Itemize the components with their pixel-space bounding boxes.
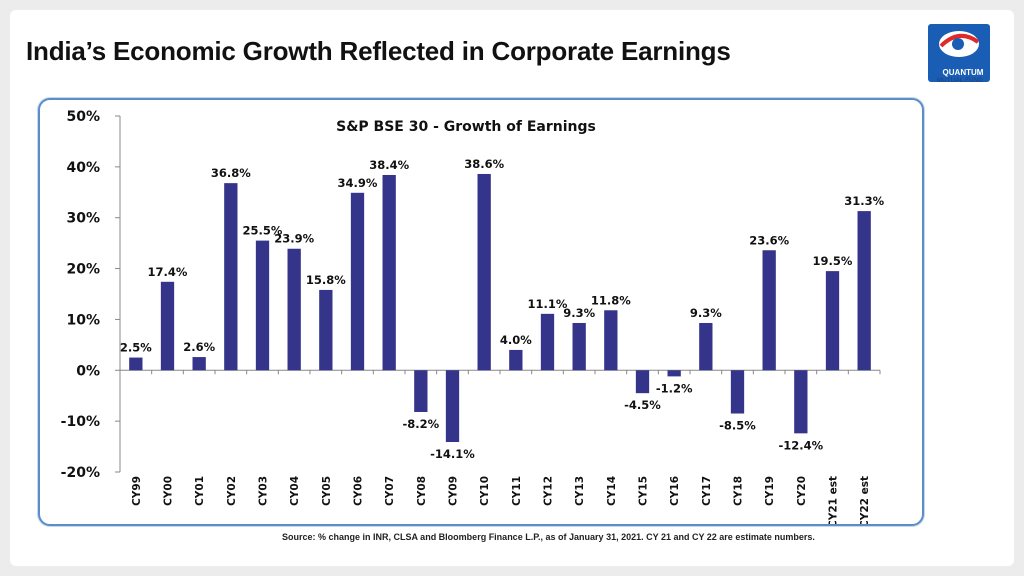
y-tick-label: -20%	[61, 465, 100, 481]
chart-frame: S&P BSE 30 - Growth of Earnings -20% -10%…	[38, 98, 924, 528]
x-tick-label: CY19	[764, 476, 776, 506]
data-label: 9.3%	[690, 306, 722, 320]
data-label: -8.2%	[402, 417, 439, 431]
data-label: 31.3%	[844, 194, 884, 208]
x-tick-label: CY16	[669, 476, 681, 506]
x-tick-label: CY12	[543, 476, 555, 506]
bar	[160, 281, 175, 371]
bar	[635, 370, 650, 394]
x-tick-label: CY07	[384, 476, 396, 506]
data-label: 4.0%	[500, 333, 532, 347]
bar	[857, 211, 871, 371]
logo-wordmark: QUANTUM	[942, 68, 984, 77]
x-tick-label: CY10	[479, 476, 491, 506]
x-tick-label: CY15	[638, 476, 650, 506]
bar	[667, 370, 681, 377]
x-tick-label: CY04	[289, 476, 301, 506]
data-label: 2.5%	[120, 341, 152, 355]
bar	[382, 174, 396, 371]
x-tick-label: CY00	[163, 476, 175, 506]
x-tick-label: CY18	[733, 476, 745, 506]
bar	[730, 370, 745, 414]
x-tick-label: CY13	[574, 476, 586, 506]
x-tick-label: CY17	[701, 476, 713, 506]
data-label: -8.5%	[719, 419, 756, 433]
data-label: 11.1%	[528, 297, 568, 311]
bar	[287, 248, 301, 371]
data-label: -12.4%	[778, 438, 823, 452]
bar	[794, 370, 808, 434]
data-label: 11.8%	[591, 293, 631, 307]
x-tick-label: CY05	[321, 476, 333, 506]
bar	[477, 173, 491, 371]
bar	[129, 357, 143, 371]
x-tick-label: CY22 est	[859, 476, 871, 524]
data-label: -1.2%	[656, 381, 693, 395]
y-tick-label: 10%	[66, 312, 100, 328]
bar	[572, 322, 586, 371]
x-tick-label: CY03	[258, 476, 270, 506]
x-tick-label: CY99	[131, 476, 143, 506]
y-tick-label: 20%	[66, 262, 100, 278]
bar	[540, 313, 555, 371]
data-label: 38.6%	[464, 157, 504, 171]
bar	[825, 271, 840, 371]
data-label: -14.1%	[430, 447, 475, 461]
x-tick-label: CY09	[448, 476, 460, 506]
data-label: -4.5%	[624, 398, 661, 412]
bar	[224, 183, 238, 371]
x-tick-label: CY14	[606, 476, 618, 506]
y-tick-label: -10%	[61, 414, 100, 430]
logo-emblem-icon	[939, 31, 980, 57]
data-label: 34.9%	[338, 176, 378, 190]
y-tick-label: 30%	[66, 211, 100, 227]
bar	[319, 289, 333, 371]
data-label: 36.8%	[211, 166, 251, 180]
bar	[192, 357, 206, 371]
x-tick-label: CY11	[511, 476, 523, 506]
bar	[604, 310, 618, 371]
bar	[699, 322, 713, 371]
bar	[414, 370, 428, 412]
earnings-growth-chart: S&P BSE 30 - Growth of Earnings -20% -10%…	[61, 109, 885, 528]
x-tick-label: CY01	[194, 476, 206, 506]
x-tick-label: CY20	[796, 476, 808, 506]
source-note: Source: % change in INR, CLSA and Bloomb…	[282, 532, 815, 542]
bar	[255, 240, 270, 371]
bar	[762, 250, 776, 371]
x-tick-label: CY06	[353, 476, 365, 506]
data-label: 19.5%	[813, 254, 853, 268]
y-tick-label: 40%	[66, 160, 100, 176]
y-tick-label: 50%	[66, 109, 100, 125]
bar	[509, 349, 523, 371]
data-label: 15.8%	[306, 273, 346, 287]
data-label: 23.6%	[749, 233, 789, 247]
x-tick-label: CY21 est	[828, 476, 840, 524]
x-tick-label: CY02	[226, 476, 238, 506]
logo-badge: QUANTUM	[928, 24, 990, 82]
data-label: 25.5%	[243, 224, 283, 238]
page-title: India’s Economic Growth Reflected in Cor…	[26, 36, 731, 66]
data-label: 38.4%	[369, 158, 409, 172]
chart-title: S&P BSE 30 - Growth of Earnings	[336, 119, 596, 135]
data-label: 2.6%	[183, 340, 215, 354]
bar	[445, 370, 460, 442]
quantum-logo: QUANTUM MUTUAL FUND	[924, 18, 996, 90]
logo-subtitle: MUTUAL FUND	[936, 78, 984, 84]
data-label: 17.4%	[148, 265, 188, 279]
data-label: 23.9%	[274, 232, 314, 246]
bar	[350, 192, 365, 371]
x-tick-label: CY08	[416, 476, 428, 506]
y-tick-label: 0%	[76, 363, 100, 379]
data-label: 9.3%	[563, 306, 595, 320]
